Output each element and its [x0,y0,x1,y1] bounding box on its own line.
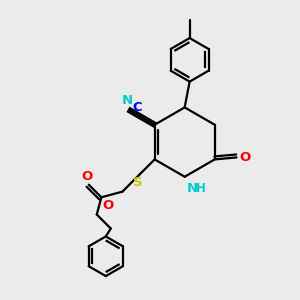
Text: C: C [132,101,142,114]
Text: N: N [122,94,133,107]
Text: O: O [102,200,113,212]
Text: S: S [134,176,143,189]
Text: O: O [239,151,251,164]
Text: N: N [187,182,198,195]
Text: H: H [196,182,206,195]
Text: O: O [81,170,92,183]
